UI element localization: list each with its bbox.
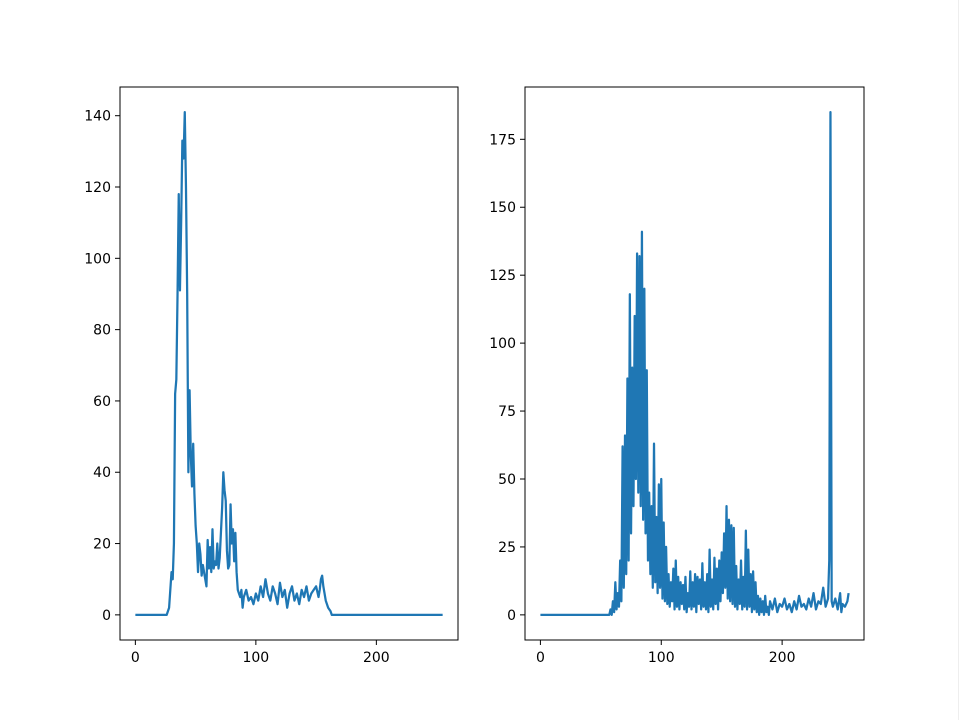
- y-tick-label: 175: [489, 132, 516, 148]
- y-tick-label: 125: [489, 268, 516, 284]
- line: [135, 111, 443, 616]
- y-tick-label: 0: [102, 608, 111, 624]
- y-tick-label: 100: [489, 336, 516, 352]
- y-tick-label: 120: [84, 180, 111, 196]
- x-tick-label: 100: [242, 650, 269, 666]
- y-tick-label: 140: [84, 109, 111, 125]
- x-tick-label: 0: [131, 650, 140, 666]
- y-tick-label: 50: [498, 472, 516, 488]
- x-tick-label: 200: [769, 650, 796, 666]
- y-tick-label: 40: [93, 465, 111, 481]
- x-tick-label: 100: [648, 650, 675, 666]
- x-tick-label: 200: [363, 650, 390, 666]
- y-tick-label: 100: [84, 251, 111, 267]
- y-tick-label: 80: [93, 323, 111, 339]
- y-tick-label: 75: [498, 404, 516, 420]
- y-tick-label: 150: [489, 200, 516, 216]
- y-tick-label: 0: [507, 608, 516, 624]
- y-tick-label: 25: [498, 540, 516, 556]
- y-tick-label: 20: [93, 537, 111, 553]
- y-tick-label: 60: [93, 394, 111, 410]
- line: [540, 111, 850, 616]
- axes-frame: [524, 86, 865, 641]
- axes-frame: [119, 86, 459, 641]
- x-tick-label: 0: [536, 650, 545, 666]
